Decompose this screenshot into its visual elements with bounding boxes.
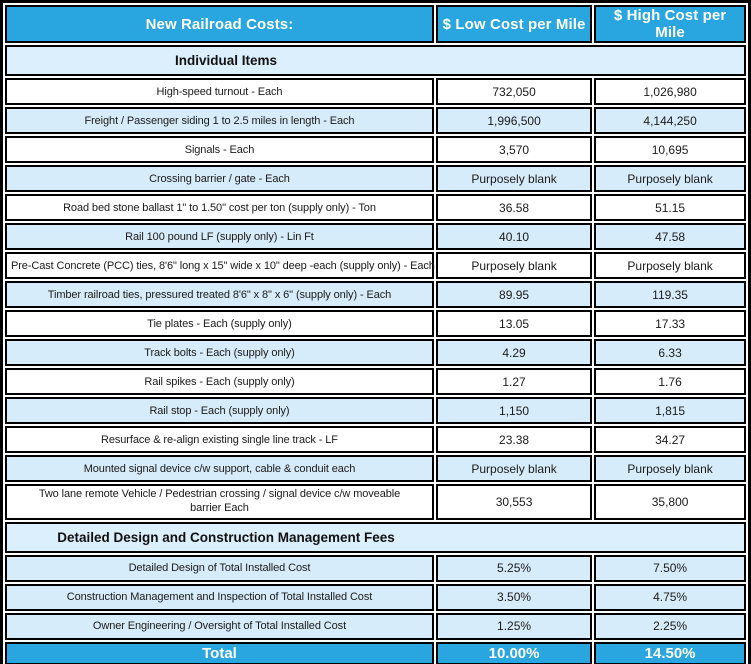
table-row: Signals - Each 3,570 10,695 [5,136,746,163]
low-cost-cell: 4.29 [435,339,593,366]
high-cost-cell: 47.58 [594,223,746,250]
table-row: Track bolts - Each (supply only) 4.29 6.… [5,339,746,366]
table-row: High-speed turnout - Each 732,050 1,026,… [5,78,746,105]
low-cost-cell: 36.58 [435,194,593,221]
item-label-cell: Timber railroad ties, pressured treated … [5,281,434,308]
header-high-cost-column: $ High Cost per Mile [594,5,746,43]
low-cost-cell: 1.25% [435,612,593,640]
low-cost-cell: Purposely blank [435,252,593,279]
low-cost-cell: 30,553 [435,484,593,520]
item-label-cell: Construction Management and Inspection o… [5,583,434,611]
high-cost-cell: 1.76 [594,368,746,395]
high-cost-cell: Purposely blank [594,252,746,279]
item-label-cell: Owner Engineering / Oversight of Total I… [5,612,434,640]
low-cost-cell: 40.10 [435,223,593,250]
table-row: Owner Engineering / Oversight of Total I… [5,612,746,640]
item-label-cell: Freight / Passenger siding 1 to 2.5 mile… [5,107,434,134]
high-cost-cell: 6.33 [594,339,746,366]
section-title: Individual Items [174,53,278,68]
item-label-cell: High-speed turnout - Each [5,78,434,105]
low-cost-cell: 13.05 [435,310,593,337]
item-label-cell: Resurface & re-align existing single lin… [5,426,434,453]
item-label-cell: Tie plates - Each (supply only) [5,310,434,337]
low-cost-cell: 1,150 [435,397,593,424]
high-cost-cell: Purposely blank [594,165,746,192]
high-cost-cell: 4.75% [594,583,746,611]
item-label-cell: Rail 100 pound LF (supply only) - Lin Ft [5,223,434,250]
total-label-cell: Total [5,641,434,664]
header-low-cost-column: $ Low Cost per Mile [435,5,593,43]
table-footer: Total 10.00% 14.50% [5,641,746,664]
item-label-cell: Pre-Cast Concrete (PCC) ties, 8'6" long … [5,252,435,279]
table-row: Mounted signal device c/w support, cable… [5,455,746,482]
item-label-cell: Crossing barrier / gate - Each [5,165,434,192]
table-row: Rail spikes - Each (supply only) 1.27 1.… [5,368,746,395]
low-cost-cell: Purposely blank [435,455,593,482]
high-cost-cell: 51.15 [594,194,746,221]
high-cost-cell: 1,026,980 [594,78,746,105]
table-row: Road bed stone ballast 1" to 1.50" cost … [5,194,746,221]
high-cost-cell: 10,695 [594,136,746,163]
high-cost-cell: 34.27 [594,426,746,453]
high-cost-cell: 7.50% [594,554,746,582]
item-label-cell: Two lane remote Vehicle / Pedestrian cro… [5,484,434,520]
total-low-cell: 10.00% [435,641,593,664]
low-cost-cell: 5.25% [435,554,593,582]
table-row: Detailed Design of Total Installed Cost … [5,554,746,582]
low-cost-cell: 3.50% [435,583,593,611]
high-cost-cell: 1,815 [594,397,746,424]
item-label-cell: Rail stop - Each (supply only) [5,397,434,424]
total-high-cell: 14.50% [594,641,746,664]
table-header-row: New Railroad Costs: $ Low Cost per Mile … [5,5,746,43]
item-label-cell: Rail spikes - Each (supply only) [5,368,434,395]
low-cost-cell: 89.95 [435,281,593,308]
section-title-cell: Individual Items [5,45,746,76]
high-cost-cell: Purposely blank [594,455,746,482]
low-cost-cell: 23.38 [435,426,593,453]
section-header-row: Individual Items [5,45,746,76]
table-row: Tie plates - Each (supply only) 13.05 17… [5,310,746,337]
low-cost-cell: 1.27 [435,368,593,395]
low-cost-cell: 1,996,500 [435,107,593,134]
section-title: Detailed Design and Construction Managem… [57,529,395,545]
high-cost-cell: 119.35 [594,281,746,308]
low-cost-cell: 732,050 [435,78,593,105]
table-row: Timber railroad ties, pressured treated … [5,281,746,308]
table-row: Two lane remote Vehicle / Pedestrian cro… [5,484,746,520]
table-row: Pre-Cast Concrete (PCC) ties, 8'6" long … [5,252,746,279]
item-label-cell: Road bed stone ballast 1" to 1.50" cost … [5,194,434,221]
high-cost-cell: 4,144,250 [594,107,746,134]
table-row: Rail 100 pound LF (supply only) - Lin Ft… [5,223,746,250]
total-row: Total 10.00% 14.50% [5,641,746,664]
table-row: Resurface & re-align existing single lin… [5,426,746,453]
table-row: Freight / Passenger siding 1 to 2.5 mile… [5,107,746,134]
item-label-cell: Mounted signal device c/w support, cable… [5,455,434,482]
item-label-cell: Signals - Each [5,136,434,163]
table-row: Rail stop - Each (supply only) 1,150 1,8… [5,397,746,424]
section-header-row: Detailed Design and Construction Managem… [5,521,746,553]
table-row: Crossing barrier / gate - Each Purposely… [5,165,746,192]
item-label-cell: Detailed Design of Total Installed Cost [5,554,434,582]
low-cost-cell: Purposely blank [435,165,593,192]
table-row: Construction Management and Inspection o… [5,583,746,611]
high-cost-cell: 17.33 [594,310,746,337]
low-cost-cell: 3,570 [435,136,593,163]
item-label-cell: Track bolts - Each (supply only) [5,339,434,366]
section-title-cell: Detailed Design and Construction Managem… [5,521,746,553]
high-cost-cell: 35,800 [594,484,746,520]
high-cost-cell: 2.25% [594,612,746,640]
table-body: Individual Items High-speed turnout - Ea… [5,45,746,640]
header-item-column: New Railroad Costs: [5,5,434,43]
